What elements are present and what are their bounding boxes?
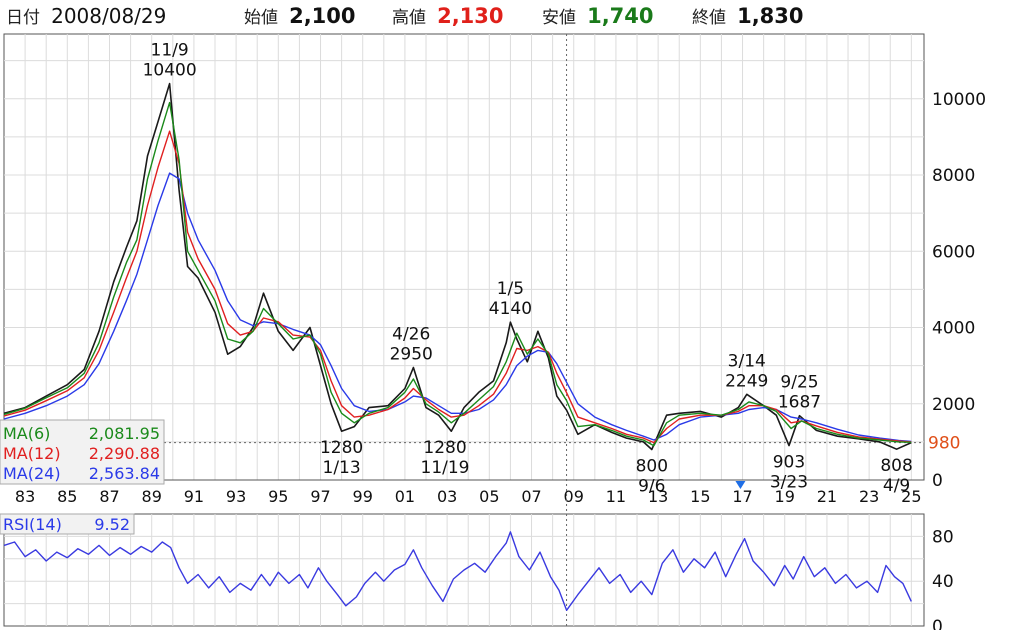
x-tick-label: 01 [395,487,415,506]
annotation-date: 11/19 [421,458,470,478]
rsi-y-tick-label: 40 [932,572,954,592]
legend-name: MA(24) [3,464,61,483]
y-tick-label: 2000 [932,395,975,415]
legend-value: 2,563.84 [89,464,160,483]
price-chart: 0 2000 4000 6000 8000 10000 83 85 87 89 91 93 95 97 99… [0,33,986,512]
date-label: 日付 [6,8,40,28]
quote-header: 日付 2008/08/29 始値 2,100 高値 2,130 安値 1,740… [0,0,1024,30]
high-field: 高値 2,130 [392,3,504,28]
open-value: 2,100 [289,4,356,28]
low-value: 1,740 [587,4,654,28]
x-tick-label: 19 [775,487,795,506]
annotation-value: 2950 [390,345,433,365]
legend-name: MA(6) [3,424,50,443]
x-tick-label: 95 [268,487,288,506]
annotation-date: 4/26 [392,325,430,345]
y-tick-label: 10000 [932,90,986,110]
high-value: 2,130 [437,4,504,28]
annotation-value: 903 [773,453,805,473]
series-line-ma6 [3,101,912,447]
open-field: 始値 2,100 [244,3,356,28]
x-tick-label: 89 [142,487,162,506]
annotation-date: 9/6 [638,477,665,497]
low-label: 安値 [542,8,576,28]
rsi-y-tick-label: 0 [932,617,943,630]
ma-legend: MA(6) 2,081.95 MA(12) 2,290.88 MA(24) 2,563.8… [0,419,165,485]
annotation-value: 1280 [320,438,363,458]
x-tick-label: 97 [310,487,330,506]
close-field: 終値 1,830 [692,3,804,28]
x-tick-label: 91 [184,487,204,506]
close-label: 終値 [692,8,726,28]
annotation-date: 4/9 [883,476,910,496]
annotation-value: 800 [636,457,668,477]
low-field: 安値 1,740 [542,3,654,28]
annotation-value: 1280 [423,438,466,458]
annotation-date: 3/23 [770,473,808,493]
annotation-date: 9/25 [780,373,818,393]
high-label: 高値 [392,8,426,28]
x-tick-label: 13 [648,487,668,506]
x-tick-label: 03 [437,487,457,506]
legend-value: 2,081.95 [89,424,160,443]
x-tick-label: 05 [479,487,499,506]
annotation-date: 11/9 [151,41,189,61]
position-marker-icon [735,481,746,489]
x-tick-label: 99 [353,487,373,506]
y-tick-label: 8000 [932,166,975,186]
rsi-legend: RSI(14) 9.52 [0,513,135,535]
annotation-value: 2249 [725,371,768,391]
x-tick-label: 25 [901,487,921,506]
series-line-price [3,82,912,451]
x-tick-label: 11 [606,487,626,506]
rsi-y-tick-label: 80 [932,527,954,547]
annotation-date: 1/5 [497,279,524,299]
x-tick-label: 09 [564,487,584,506]
annotation-value: 4140 [489,299,532,319]
annotation-value: 808 [880,456,912,476]
annotation-date: 3/14 [728,351,766,371]
legend-name: MA(12) [3,444,61,463]
x-tick-label: 07 [521,487,541,506]
y-tick-label: 0 [932,471,943,491]
y-tick-label: 4000 [932,319,975,339]
rsi-series-line [3,531,912,611]
x-tick-label: 17 [732,487,752,506]
date-value: 2008/08/29 [51,4,167,28]
x-tick-label: 15 [690,487,710,506]
rsi-chart: 0 40 80 RSI(14) 9.52 [0,513,954,630]
open-label: 始値 [244,8,278,28]
annotation-date: 1/13 [323,458,361,478]
y-tick-label: 6000 [932,242,975,262]
x-tick-label: 23 [859,487,879,506]
rsi-legend-value: 9.52 [94,515,130,534]
series-line-ma24 [3,172,912,443]
legend-box [0,419,165,485]
legend-value: 2,290.88 [89,444,160,463]
rsi-legend-name: RSI(14) [3,515,62,534]
date-field: 日付 2008/08/29 [6,3,166,28]
x-tick-label: 21 [817,487,837,506]
annotation-value: 1687 [778,393,821,413]
x-tick-label: 85 [57,487,77,506]
x-tick-label: 93 [226,487,246,506]
series-line-ma12 [3,130,912,444]
close-value: 1,830 [737,4,804,28]
x-tick-label: 83 [15,487,35,506]
annotation-value: 10400 [143,61,197,81]
plot-area [3,33,925,481]
current-price-label: 980 [928,434,960,454]
rsi-legend-box [0,513,135,535]
x-tick-label: 87 [99,487,119,506]
